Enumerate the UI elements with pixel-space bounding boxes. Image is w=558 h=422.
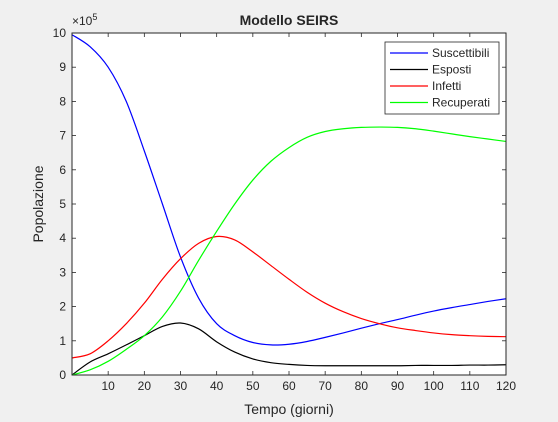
y-tick-label: 6 [59,163,66,177]
x-tick-label: 90 [391,379,405,393]
y-tick-label: 7 [59,129,66,143]
x-tick-label: 110 [460,379,479,393]
legend-label-esposti: Esposti [432,63,471,77]
y-tick-label: 8 [59,94,66,108]
y-tick-label: 2 [59,300,66,314]
x-tick-label: 80 [355,379,369,393]
series-line-recuperati [71,126,507,376]
legend-label-infetti: Infetti [432,79,461,93]
x-tick-label: 30 [174,379,188,393]
x-tick-label: 70 [318,379,332,393]
x-axis-ticks: 10 20 30 40 50 60 70 80 90 100 110 120 [101,33,516,393]
y-exponent-label: ×105 [72,12,97,28]
x-tick-label: 40 [210,379,224,393]
y-tick-label: 5 [59,197,66,211]
legend: Suscettibili Esposti Infetti Recuperati [384,41,500,115]
y-tick-label: 10 [53,26,67,40]
x-axis-label: Tempo (giorni) [244,401,333,417]
legend-label-recuperati: Recuperati [432,96,490,110]
y-tick-label: 9 [59,60,66,74]
y-axis-ticks: 0 1 2 3 4 5 6 7 8 9 10 [53,26,506,382]
series-layer [71,34,507,376]
y-tick-label: 4 [59,231,66,245]
y-tick-label: 1 [59,334,66,348]
chart-title: Modello SEIRS [240,12,339,28]
x-tick-label: 10 [101,379,115,393]
x-tick-label: 120 [496,379,516,393]
series-line-infetti [71,235,507,359]
legend-label-suscettibili: Suscettibili [432,46,489,60]
series-line-suscettibili [71,34,507,346]
y-exponent-power: 5 [92,12,97,22]
y-tick-label: 3 [59,265,66,279]
y-tick-label: 0 [59,368,66,382]
x-tick-label: 50 [246,379,260,393]
x-tick-label: 20 [138,379,152,393]
x-tick-label: 100 [424,379,444,393]
y-axis-label: Popolazione [30,165,46,242]
x-tick-label: 60 [282,379,296,393]
